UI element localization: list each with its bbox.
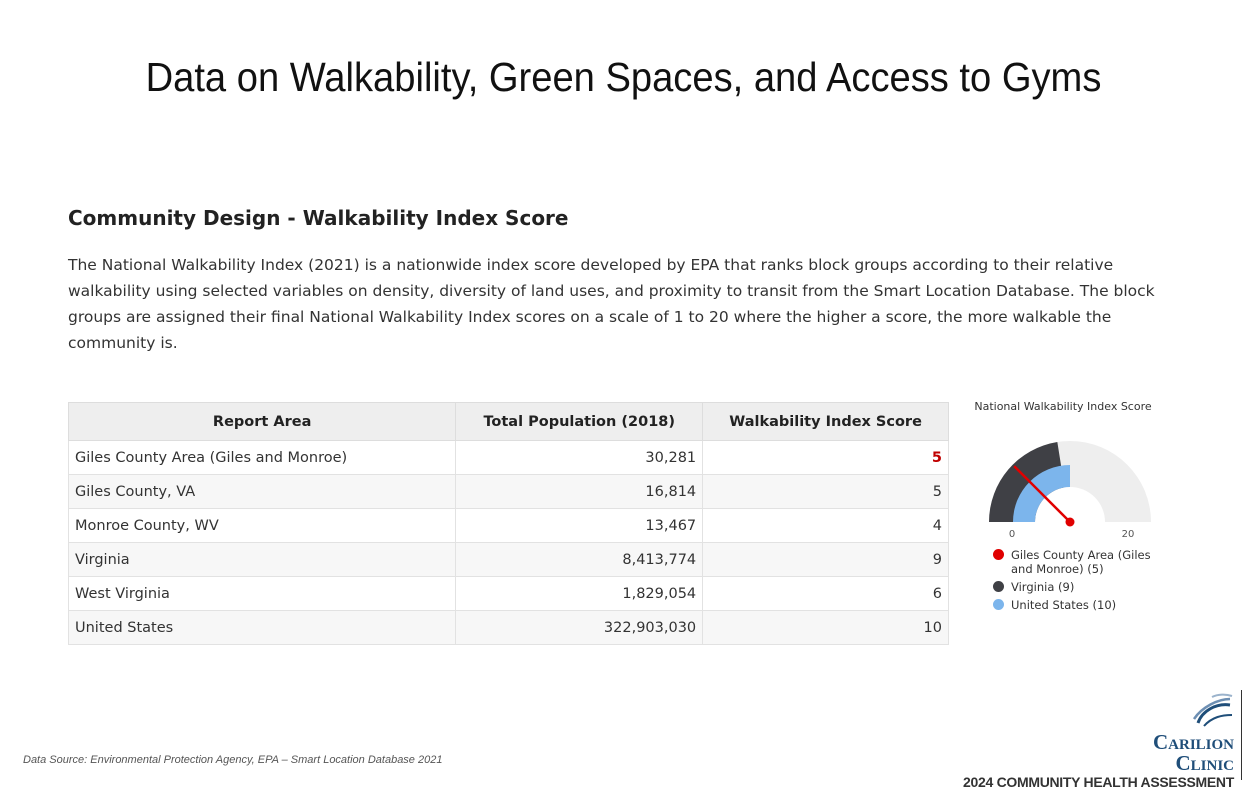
cell-score: 9 bbox=[702, 542, 949, 577]
logo-text-carilion: Carilion bbox=[1152, 730, 1234, 754]
cell-area: Giles County, VA bbox=[67, 474, 457, 509]
legend-label-giles: Giles County Area (Giles and Monroe) (5) bbox=[1011, 548, 1151, 576]
legend-dot-giles bbox=[993, 549, 1004, 560]
cell-population: 30,281 bbox=[455, 440, 704, 475]
data-source-note: Data Source: Environmental Protection Ag… bbox=[23, 754, 443, 766]
cell-population: 322,903,030 bbox=[455, 610, 704, 645]
gauge-max-label: 20 bbox=[1122, 529, 1135, 540]
gauge-min-label: 0 bbox=[1009, 529, 1015, 540]
legend-item-giles: Giles County Area (Giles and Monroe) (5) bbox=[993, 548, 1163, 576]
cell-population: 8,413,774 bbox=[455, 542, 704, 577]
gauge-band-virginia bbox=[989, 441, 1065, 522]
table-header-row: Report Area Total Population (2018) Walk… bbox=[67, 402, 949, 441]
legend-dot-virginia bbox=[993, 581, 1004, 592]
gauge-title: National Walkability Index Score bbox=[974, 400, 1152, 413]
cell-area: Monroe County, WV bbox=[67, 508, 457, 543]
table-row: Virginia 8,413,774 9 bbox=[67, 542, 949, 577]
legend-label-united-states: United States (10) bbox=[1011, 598, 1117, 612]
cell-population: 1,829,054 bbox=[455, 576, 704, 611]
legend-item-united-states: United States (10) bbox=[993, 598, 1163, 612]
header-walkability-score: Walkability Index Score bbox=[702, 402, 949, 441]
gauge-needle-giles bbox=[1013, 465, 1071, 523]
assessment-label: 2024 COMMUNITY HEALTH ASSESSMENT bbox=[963, 774, 1234, 790]
header-report-area: Report Area bbox=[67, 402, 457, 441]
section-title: Community Design - Walkability Index Sco… bbox=[68, 206, 569, 230]
cell-score: 5 bbox=[702, 474, 949, 509]
table-row: Giles County Area (Giles and Monroe) 30,… bbox=[67, 440, 949, 475]
right-edge-divider bbox=[1241, 690, 1242, 780]
table-row: Monroe County, WV 13,467 4 bbox=[67, 508, 949, 543]
cell-population: 13,467 bbox=[455, 508, 704, 543]
cell-area: United States bbox=[67, 610, 457, 645]
gauge-legend: Giles County Area (Giles and Monroe) (5)… bbox=[993, 548, 1163, 616]
walkability-gauge: 0 20 bbox=[989, 441, 1151, 540]
table-row: Giles County, VA 16,814 5 bbox=[67, 474, 949, 509]
cell-area: Virginia bbox=[67, 542, 457, 577]
section-description: The National Walkability Index (2021) is… bbox=[68, 256, 1155, 352]
carilion-clinic-logo: Carilion Clinic bbox=[1124, 693, 1234, 774]
cell-area: Giles County Area (Giles and Monroe) bbox=[67, 440, 457, 475]
legend-dot-united-states bbox=[993, 599, 1004, 610]
table-row: United States 322,903,030 10 bbox=[67, 610, 949, 645]
logo-swoosh-icon bbox=[1192, 693, 1233, 727]
walkability-table: Report Area Total Population (2018) Walk… bbox=[67, 402, 949, 645]
cell-score: 6 bbox=[702, 576, 949, 611]
gauge-needle-pivot bbox=[1065, 517, 1075, 527]
legend-label-virginia: Virginia (9) bbox=[1011, 580, 1075, 594]
cell-score: 10 bbox=[702, 610, 949, 645]
cell-population: 16,814 bbox=[455, 474, 704, 509]
cell-area: West Virginia bbox=[67, 576, 457, 611]
legend-item-virginia: Virginia (9) bbox=[993, 580, 1163, 594]
cell-score: 5 bbox=[702, 440, 949, 475]
slide-title: Data on Walkability, Green Spaces, and A… bbox=[145, 54, 1102, 100]
table-row: West Virginia 1,829,054 6 bbox=[67, 576, 949, 611]
header-total-population: Total Population (2018) bbox=[455, 402, 704, 441]
logo-text-clinic: Clinic bbox=[1175, 751, 1234, 775]
cell-score: 4 bbox=[702, 508, 949, 543]
